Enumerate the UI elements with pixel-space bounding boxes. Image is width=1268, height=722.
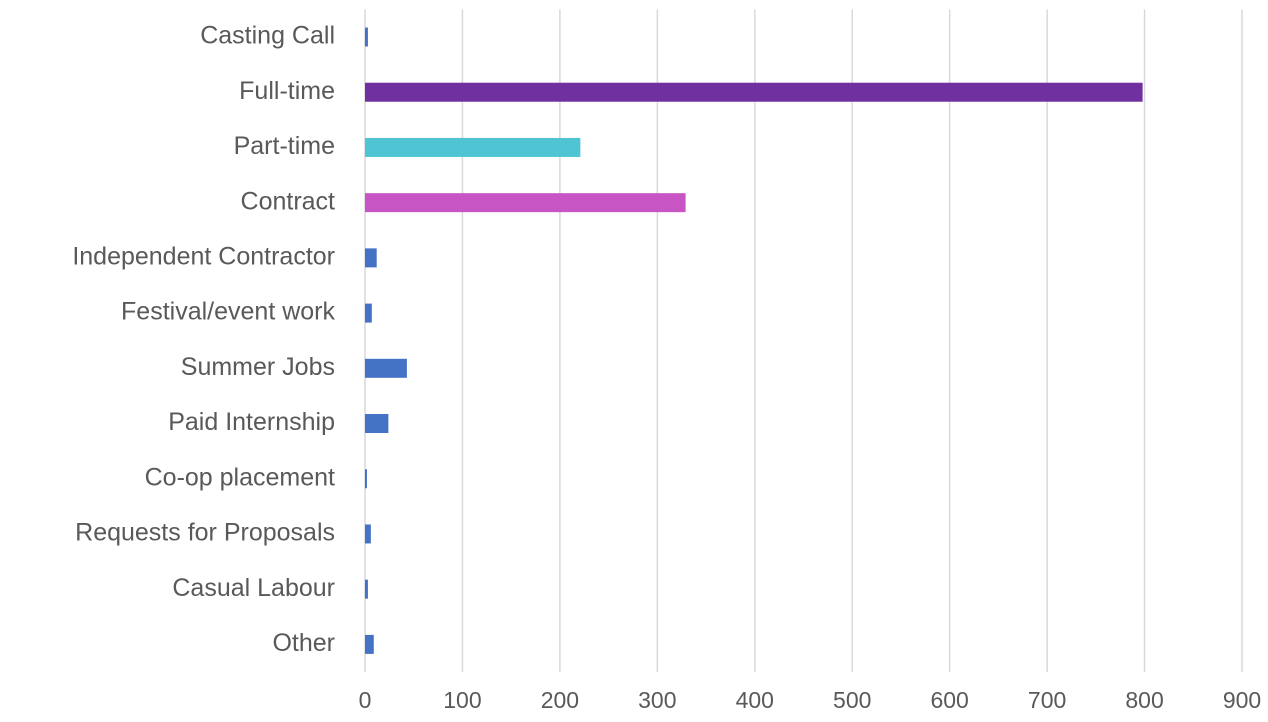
bar xyxy=(365,27,368,47)
bar xyxy=(365,358,407,378)
x-tick-label: 0 xyxy=(359,687,372,713)
y-tick-label: Co-op placement xyxy=(145,463,335,491)
x-tick-label: 200 xyxy=(541,687,579,713)
x-tick-label: 800 xyxy=(1125,687,1163,713)
y-tick-label: Requests for Proposals xyxy=(75,519,335,547)
x-tick-label: 300 xyxy=(638,687,676,713)
y-tick-label: Other xyxy=(272,629,335,657)
y-tick-label: Casual Labour xyxy=(172,574,335,602)
bar xyxy=(365,248,377,268)
bar xyxy=(365,193,686,213)
y-tick-label: Full-time xyxy=(239,77,335,105)
y-tick-label: Summer Jobs xyxy=(181,353,335,381)
x-tick-label: 600 xyxy=(930,687,968,713)
x-tick-label: 500 xyxy=(833,687,871,713)
bar xyxy=(365,303,372,323)
y-tick-label: Part-time xyxy=(234,132,335,160)
x-tick-label: 100 xyxy=(443,687,481,713)
y-tick-label: Festival/event work xyxy=(121,298,335,326)
y-tick-label: Paid Internship xyxy=(168,408,335,436)
y-tick-label: Casting Call xyxy=(200,22,335,50)
bar xyxy=(365,414,389,434)
y-tick-label: Contract xyxy=(241,187,336,215)
bar xyxy=(365,524,371,544)
y-tick-label: Independent Contractor xyxy=(72,242,335,270)
x-tick-label: 400 xyxy=(736,687,774,713)
x-tick-label: 700 xyxy=(1028,687,1066,713)
x-tick-label: 900 xyxy=(1223,687,1261,713)
bar xyxy=(365,82,1143,102)
bar xyxy=(365,469,367,489)
bar xyxy=(365,579,368,599)
bar xyxy=(365,634,374,654)
bar xyxy=(365,137,581,157)
